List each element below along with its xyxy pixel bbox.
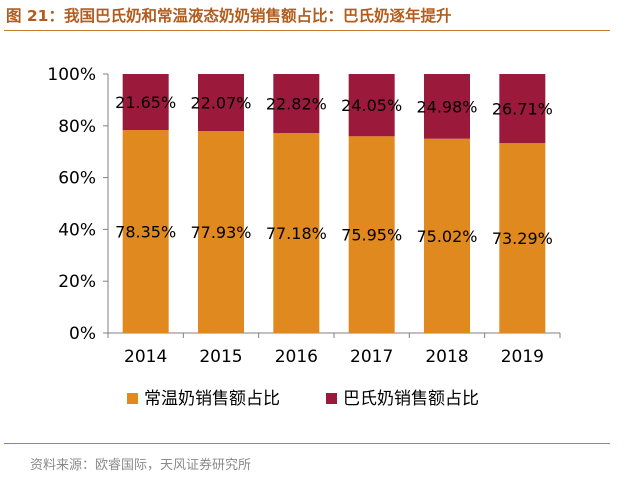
bar-segment — [499, 143, 546, 333]
y-tick-label: 80% — [58, 117, 96, 137]
data-label: 22.07% — [190, 94, 251, 113]
y-tick-label: 60% — [58, 169, 96, 189]
y-axis: 0% 20% 40% 60% 80% 100% — [47, 65, 109, 344]
bar-segment — [424, 74, 470, 139]
y-tick-label: 0% — [69, 324, 96, 344]
data-label: 77.93% — [190, 223, 251, 242]
legend-swatch — [127, 393, 138, 404]
bar-segment — [273, 133, 320, 333]
x-tick-label: 2014 — [124, 347, 167, 367]
legend-label: 常温奶销售额占比 — [144, 389, 280, 409]
data-label: 22.82% — [266, 95, 327, 114]
bar-series — [122, 74, 546, 333]
bar-segment — [348, 74, 395, 137]
y-tick-label: 20% — [58, 272, 96, 292]
data-label: 75.02% — [416, 227, 477, 246]
legend-label: 巴氏奶销售额占比 — [343, 389, 479, 409]
y-tick-label: 100% — [47, 65, 96, 85]
data-label: 26.71% — [492, 100, 553, 119]
data-label: 24.98% — [416, 97, 477, 116]
data-label: 78.35% — [115, 223, 176, 242]
data-label: 24.05% — [341, 96, 402, 115]
data-label: 77.18% — [266, 224, 327, 243]
x-tick-label: 2017 — [350, 347, 393, 367]
bar-segment — [198, 131, 244, 333]
x-tick-label: 2016 — [275, 347, 318, 367]
data-label: 21.65% — [115, 93, 176, 112]
legend-swatch — [326, 393, 337, 404]
title-rule — [4, 30, 610, 31]
x-axis: 2014 2015 2016 2017 2018 2019 — [107, 332, 561, 367]
x-tick-label: 2019 — [501, 347, 544, 367]
bar-segment — [198, 74, 244, 132]
data-label: 75.95% — [341, 226, 402, 245]
x-tick-label: 2018 — [425, 347, 468, 367]
bar-segment — [499, 74, 546, 144]
source-rule — [4, 443, 610, 444]
y-tick-label: 40% — [58, 220, 96, 240]
legend: 常温奶销售额占比 巴氏奶销售额占比 — [127, 389, 479, 409]
bar-segment — [122, 74, 169, 131]
x-tick-label: 2015 — [199, 347, 242, 367]
bar-segment — [122, 130, 169, 333]
bar-segment — [273, 74, 320, 134]
figure-title: 图 21：我国巴氏奶和常温液态奶奶销售额占比：巴氏奶逐年提升 — [6, 7, 452, 25]
data-labels: 78.35% 21.65% 77.93% 22.07% 77.18% 22.82% 75.9… — [115, 93, 553, 248]
bar-segment — [348, 136, 395, 333]
bar-segment — [424, 138, 470, 333]
data-label: 73.29% — [492, 229, 553, 248]
source-note: 资料来源：欧睿国际，天风证券研究所 — [30, 458, 252, 473]
